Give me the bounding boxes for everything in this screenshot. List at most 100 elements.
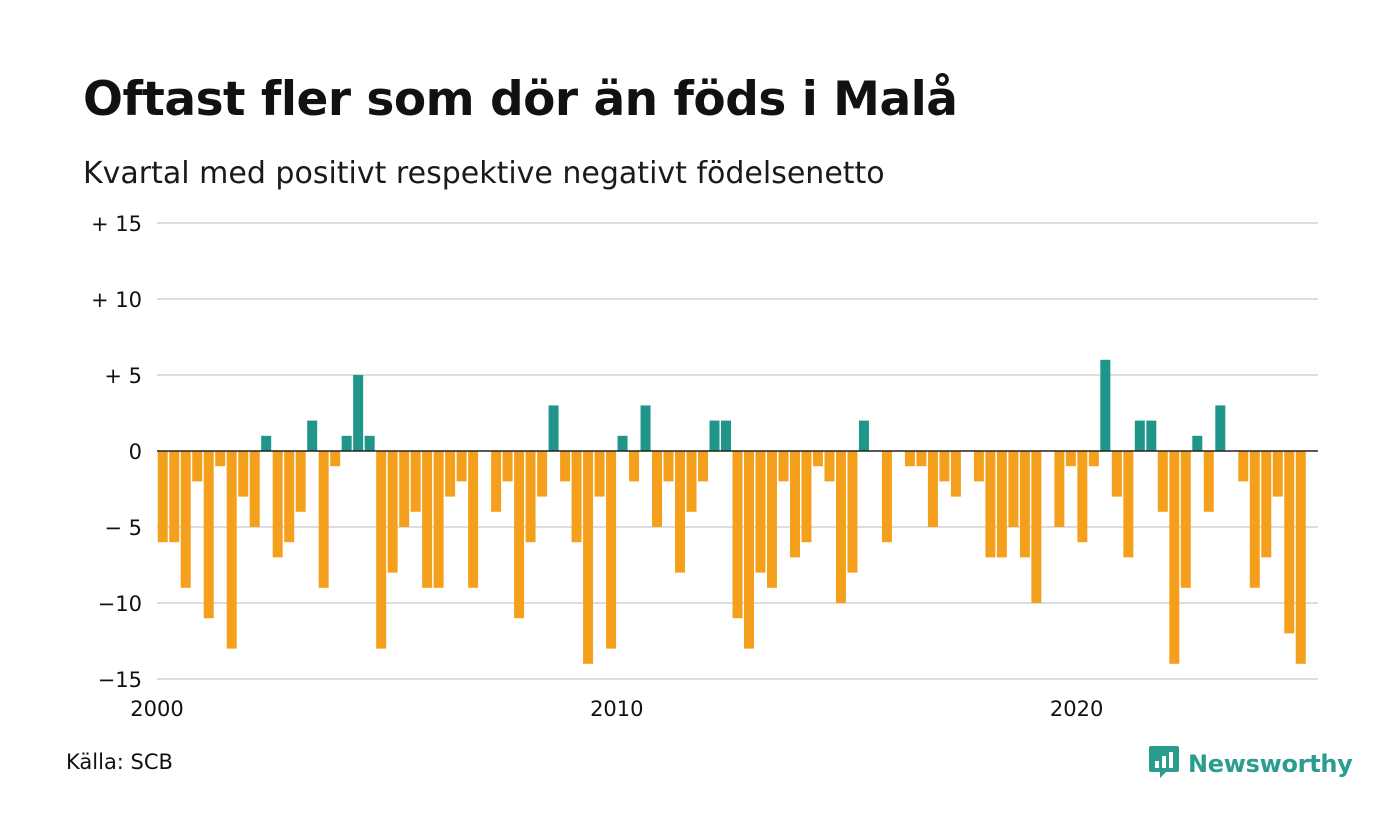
bar-negative [571, 451, 582, 543]
y-tick-label: −10 [98, 592, 142, 616]
bar-negative [1238, 451, 1249, 482]
bar-negative [502, 451, 513, 482]
bar-negative [514, 451, 525, 619]
bar-negative [652, 451, 663, 527]
bars [157, 359, 1306, 664]
bar-positive [307, 420, 318, 451]
x-tick-label: 2020 [1050, 697, 1103, 721]
x-tick-label: 2010 [590, 697, 643, 721]
bar-negative [1180, 451, 1191, 588]
bar-positive [341, 435, 352, 451]
bar-negative [1088, 451, 1099, 467]
bar-negative [835, 451, 846, 603]
bar-negative [445, 451, 456, 497]
bar-negative [226, 451, 237, 649]
bar-negative [789, 451, 800, 558]
bar-negative [594, 451, 605, 497]
bar-negative [1077, 451, 1088, 543]
bar-negative [330, 451, 341, 467]
bar-positive [1215, 405, 1226, 451]
bar-negative [583, 451, 594, 664]
bar-negative [1295, 451, 1306, 664]
bar-negative [629, 451, 640, 482]
chart-title: Oftast fler som dör än föds i Malå [83, 72, 958, 127]
bar-positive [721, 420, 732, 451]
y-tick-label: −15 [98, 668, 142, 692]
bar-negative [468, 451, 479, 588]
bar-negative [916, 451, 927, 467]
newsworthy-logo-icon [1148, 744, 1180, 784]
bar-negative [1123, 451, 1134, 558]
bar-negative [491, 451, 502, 512]
bar-negative [766, 451, 777, 588]
bar-negative [1065, 451, 1076, 467]
bar-negative [904, 451, 915, 467]
bar-negative [985, 451, 996, 558]
bar-negative [169, 451, 180, 543]
bar-negative [215, 451, 226, 467]
bar-negative [847, 451, 858, 573]
bar-negative [698, 451, 709, 482]
bar-negative [180, 451, 191, 588]
bar-negative [606, 451, 617, 649]
x-axis-labels: 2000 2010 2020 [130, 697, 1103, 721]
bar-negative [996, 451, 1007, 558]
brand-logo[interactable]: Newsworthy [1148, 744, 1353, 784]
bar-negative [927, 451, 938, 527]
bar-negative [433, 451, 444, 588]
y-axis-labels: + 15 + 10 + 5 0 − 5 −10 −15 [91, 212, 142, 692]
y-tick-label: 0 [129, 440, 142, 464]
bar-negative [939, 451, 950, 482]
bar-negative [376, 451, 387, 649]
bar-negative [1249, 451, 1260, 588]
bar-positive [1146, 420, 1157, 451]
bar-negative [387, 451, 398, 573]
bar-negative [950, 451, 961, 497]
bar-negative [1284, 451, 1295, 634]
bar-positive [640, 405, 651, 451]
bar-negative [663, 451, 674, 482]
bar-negative [272, 451, 283, 558]
bar-positive [617, 435, 628, 451]
bar-negative [973, 451, 984, 482]
y-tick-label: − 5 [104, 516, 142, 540]
bar-negative [812, 451, 823, 467]
y-tick-label: + 10 [91, 288, 142, 312]
bar-negative [801, 451, 812, 543]
bar-negative [686, 451, 697, 512]
bar-negative [1203, 451, 1214, 512]
bar-positive [548, 405, 559, 451]
bar-negative [1031, 451, 1042, 603]
bar-negative [422, 451, 433, 588]
bar-negative [525, 451, 536, 543]
bar-negative [1008, 451, 1019, 527]
bar-negative [1261, 451, 1272, 558]
bar-positive [353, 375, 364, 451]
bar-positive [1100, 359, 1111, 451]
bar-negative [755, 451, 766, 573]
bar-negative [1157, 451, 1168, 512]
bar-negative [881, 451, 892, 543]
bar-negative [675, 451, 686, 573]
bar-negative [284, 451, 295, 543]
bar-negative [824, 451, 835, 482]
bar-negative [295, 451, 306, 512]
bar-negative [456, 451, 467, 482]
bar-negative [249, 451, 260, 527]
bar-positive [858, 420, 869, 451]
bar-positive [1134, 420, 1145, 451]
y-tick-label: + 5 [104, 364, 142, 388]
x-tick-label: 2000 [130, 697, 183, 721]
bar-positive [1192, 435, 1203, 451]
bar-negative [560, 451, 571, 482]
bar-negative [410, 451, 421, 512]
brand-name: Newsworthy [1188, 750, 1353, 778]
bar-negative [1169, 451, 1180, 664]
source-note: Källa: SCB [66, 750, 173, 774]
bar-positive [709, 420, 720, 451]
chart-subtitle: Kvartal med positivt respektive negativt… [83, 156, 885, 191]
bar-negative [778, 451, 789, 482]
bar-negative [1054, 451, 1065, 527]
bar-negative [318, 451, 329, 588]
